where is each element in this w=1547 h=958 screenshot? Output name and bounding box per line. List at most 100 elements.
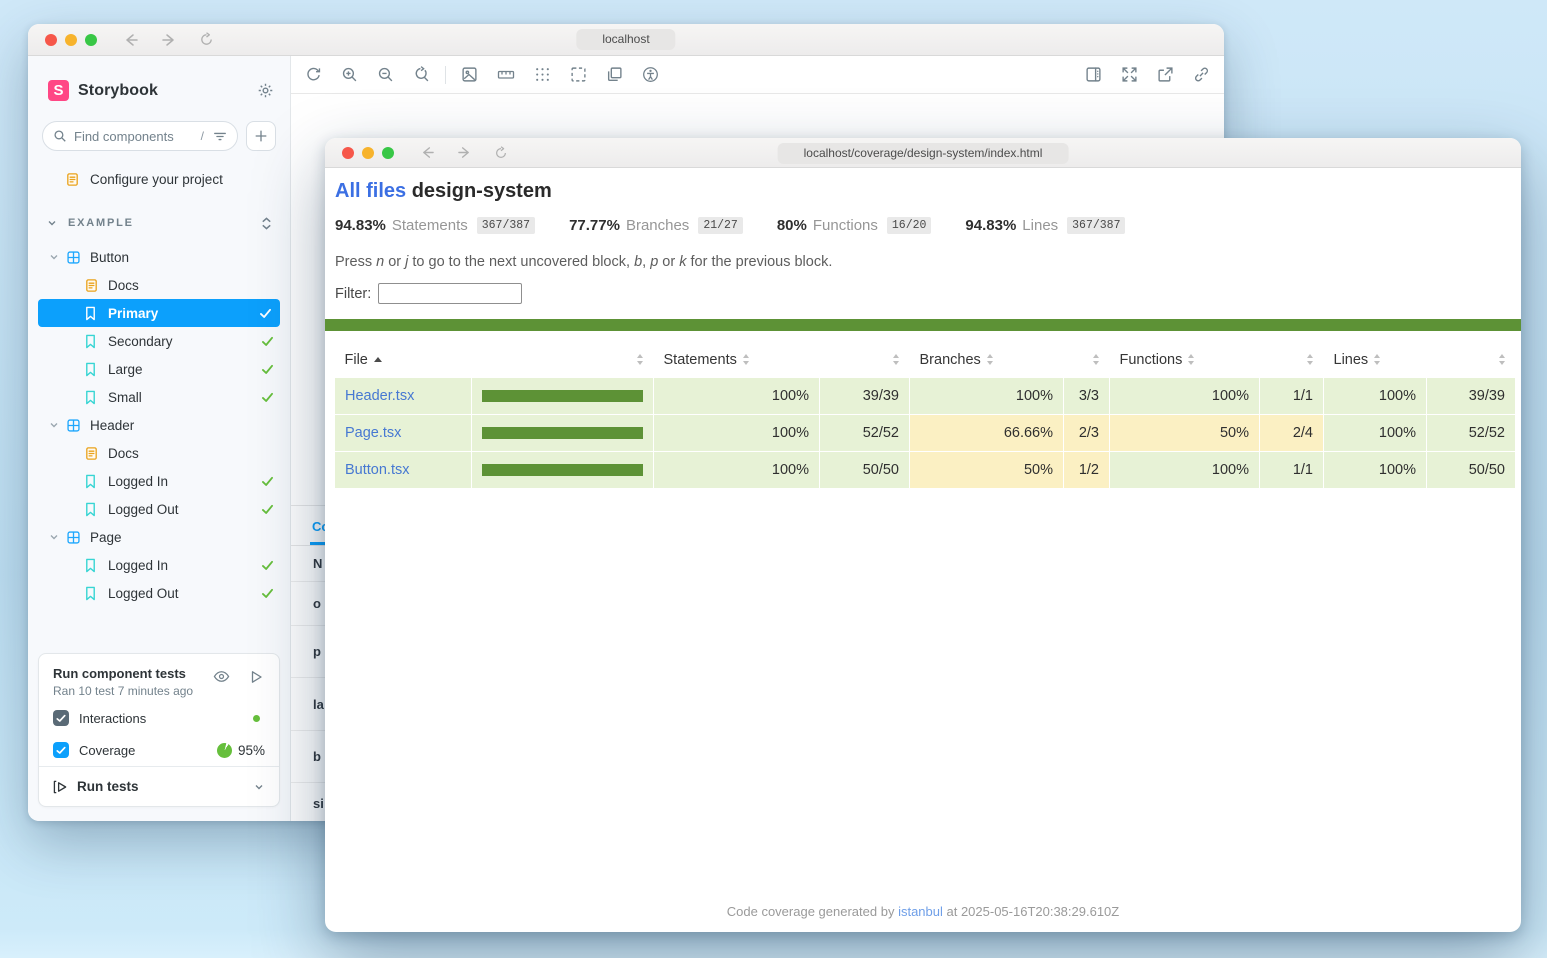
- coverage-bar-cell: [471, 377, 654, 415]
- create-story-button[interactable]: [246, 121, 276, 151]
- search-input[interactable]: Find components /: [42, 121, 238, 151]
- column-header-functions[interactable]: Functions: [1110, 344, 1260, 378]
- metric-statements: 94.83% Statements 367/387: [335, 217, 536, 234]
- back-icon[interactable]: [123, 33, 139, 47]
- reload-icon[interactable]: [199, 32, 214, 47]
- functions-raw-cell: 1/1: [1259, 451, 1324, 489]
- interactions-checkbox[interactable]: [53, 710, 69, 726]
- close-window-button[interactable]: [45, 33, 57, 46]
- coverage-bar-cell: [471, 451, 654, 489]
- panel-toggle-icon[interactable]: [1085, 66, 1102, 83]
- column-header-chart[interactable]: [472, 344, 654, 378]
- check-icon: [261, 560, 274, 571]
- fullscreen-icon[interactable]: [1121, 66, 1138, 83]
- sidebar-group-button[interactable]: Button: [28, 243, 290, 271]
- coverage-pie-icon: [216, 742, 232, 758]
- sorter-icon: [1092, 354, 1100, 365]
- branches-raw-cell: 2/3: [1063, 414, 1110, 452]
- coverage-row: Coverage 95%: [39, 734, 279, 766]
- check-icon: [261, 392, 274, 403]
- filter-input[interactable]: [378, 283, 523, 304]
- column-header-statements-raw[interactable]: [820, 344, 910, 378]
- file-cell: Header.tsx: [334, 377, 472, 415]
- filter-icon[interactable]: [213, 130, 227, 143]
- sidebar-item-docs[interactable]: Docs: [28, 439, 290, 467]
- reset-zoom-icon[interactable]: [413, 66, 430, 83]
- column-header-lines-raw[interactable]: [1427, 344, 1516, 378]
- lines-pct-cell: 100%: [1323, 377, 1427, 415]
- sidebar-item-primary[interactable]: Primary: [38, 299, 280, 327]
- metric-lines: 94.83% Lines 367/387: [965, 217, 1126, 234]
- background-icon[interactable]: [461, 66, 478, 83]
- column-header-functions-raw[interactable]: [1260, 344, 1324, 378]
- viewport-icon[interactable]: [606, 66, 623, 83]
- remount-icon[interactable]: [305, 66, 322, 83]
- coverage-bar: [482, 427, 643, 439]
- zoom-window-button[interactable]: [382, 146, 394, 159]
- minimize-window-button[interactable]: [65, 33, 77, 46]
- sidebar-section-example[interactable]: EXAMPLE: [28, 209, 290, 237]
- bookmark-icon: [84, 558, 100, 573]
- check-icon: [261, 588, 274, 599]
- gear-icon[interactable]: [257, 82, 274, 99]
- coverage-label: Coverage: [79, 742, 136, 758]
- run-play-icon[interactable]: [250, 670, 263, 684]
- watch-eye-icon[interactable]: [213, 670, 230, 683]
- metric-branches: 77.77% Branches 21/27: [569, 217, 743, 234]
- file-link[interactable]: Page.tsx: [345, 425, 402, 441]
- address-bar[interactable]: localhost: [576, 29, 676, 50]
- sidebar-item-logged-in[interactable]: Logged In: [28, 551, 290, 579]
- statements-raw-cell: 50/50: [819, 451, 910, 489]
- sidebar-group-header[interactable]: Header: [28, 411, 290, 439]
- sidebar-item-small[interactable]: Small: [28, 383, 290, 411]
- forward-icon[interactable]: [457, 146, 472, 159]
- back-icon[interactable]: [420, 146, 435, 159]
- open-external-icon[interactable]: [1157, 66, 1174, 83]
- minimize-window-button[interactable]: [362, 146, 374, 159]
- column-header-branches[interactable]: Branches: [910, 344, 1064, 378]
- measure-icon[interactable]: [497, 66, 515, 83]
- fraction-badge: 367/387: [476, 217, 536, 234]
- outline-icon[interactable]: [570, 66, 587, 83]
- sidebar-item-configure-your-project[interactable]: Configure your project: [28, 165, 290, 193]
- sorter-icon: [1306, 354, 1314, 365]
- coverage-checkbox[interactable]: [53, 742, 69, 758]
- chevron-down-icon: [253, 781, 265, 793]
- address-bar[interactable]: localhost/coverage/design-system/index.h…: [777, 143, 1069, 164]
- file-link[interactable]: Header.tsx: [345, 388, 415, 404]
- expand-collapse-icon[interactable]: [260, 216, 273, 231]
- grid-icon[interactable]: [534, 66, 551, 83]
- column-header-branches-raw[interactable]: [1064, 344, 1110, 378]
- sidebar-group-page[interactable]: Page: [28, 523, 290, 551]
- run-tests-button[interactable]: Run tests: [39, 766, 279, 806]
- check-icon: [261, 364, 274, 375]
- reload-icon[interactable]: [494, 145, 508, 160]
- forward-icon[interactable]: [161, 33, 177, 47]
- coverage-bar-cell: [471, 414, 654, 452]
- column-header-lines[interactable]: Lines: [1324, 344, 1427, 378]
- lines-pct-cell: 100%: [1323, 414, 1427, 452]
- zoom-in-icon[interactable]: [341, 66, 358, 83]
- coverage-table: File Statements Branches Functions Lines…: [334, 344, 1516, 489]
- istanbul-link[interactable]: istanbul: [898, 904, 943, 919]
- branches-pct-cell: 100%: [909, 377, 1064, 415]
- file-link[interactable]: Button.tsx: [345, 462, 410, 478]
- column-header-file[interactable]: File: [335, 344, 472, 378]
- copy-link-icon[interactable]: [1193, 66, 1210, 83]
- zoom-out-icon[interactable]: [377, 66, 394, 83]
- sidebar-item-logged-in[interactable]: Logged In: [28, 467, 290, 495]
- zoom-window-button[interactable]: [85, 33, 97, 46]
- chevron-down-icon: [46, 217, 62, 229]
- sidebar-item-logged-out[interactable]: Logged Out: [28, 495, 290, 523]
- accessibility-icon[interactable]: [642, 66, 659, 83]
- check-icon: [261, 336, 274, 347]
- sidebar-item-logged-out[interactable]: Logged Out: [28, 579, 290, 607]
- interactions-label: Interactions: [79, 710, 147, 726]
- close-window-button[interactable]: [342, 146, 354, 159]
- all-files-link[interactable]: All files: [335, 180, 407, 202]
- sidebar-item-secondary[interactable]: Secondary: [28, 327, 290, 355]
- sidebar-item-docs[interactable]: Docs: [28, 271, 290, 299]
- column-header-statements[interactable]: Statements: [654, 344, 820, 378]
- functions-pct-cell: 50%: [1109, 414, 1260, 452]
- sidebar-item-large[interactable]: Large: [28, 355, 290, 383]
